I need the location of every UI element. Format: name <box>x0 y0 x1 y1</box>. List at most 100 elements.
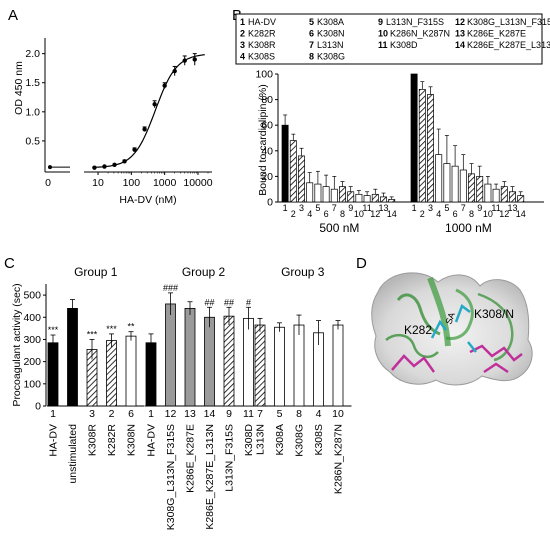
bar-number-label: 6 <box>128 408 134 420</box>
y-tick-label: 2.0 <box>25 48 40 60</box>
bar <box>380 196 387 203</box>
residue-stick <box>467 341 477 353</box>
data-point <box>182 58 187 63</box>
bar-category-label: 1 <box>283 203 288 213</box>
bar-category-label: 10 <box>354 209 364 219</box>
panel-d-label: D <box>356 255 367 272</box>
bar <box>468 173 475 203</box>
group-title: Group 1 <box>74 265 118 279</box>
bar-category-label: 3 <box>428 203 433 213</box>
data-point <box>122 159 127 164</box>
group-label: 1000 nM <box>445 221 492 235</box>
x-tick-label: 1000 <box>153 177 177 189</box>
legend-number: 3 <box>240 40 245 50</box>
bar <box>145 342 157 407</box>
bar-number-label: 1 <box>50 408 56 420</box>
bar <box>435 154 443 203</box>
legend-entry: HA-DV <box>248 17 276 27</box>
data-point <box>102 164 107 169</box>
bar-number-label: 12 <box>165 408 177 420</box>
bar-category-label: 7 <box>461 203 466 213</box>
bar <box>330 188 338 203</box>
bar-category-label: 3 <box>299 203 304 213</box>
y-tick-label: 500 <box>23 290 41 302</box>
data-point <box>192 57 197 62</box>
bar-number-label: 2 <box>109 408 115 420</box>
y-tick-label: 100 <box>23 378 41 390</box>
bar <box>281 124 289 203</box>
legend-entry: K308A <box>317 17 344 27</box>
legend-entry: K286E_K287E <box>467 29 526 39</box>
panel-b-legend: 1 HA-DV 5 K308A 9 L313N_F315S 12 K308G_L313N_F3… <box>240 17 550 62</box>
panel-a-label: A <box>8 7 18 24</box>
bar-category-label: 5 <box>444 203 449 213</box>
significance-mark: *** <box>87 329 98 339</box>
significance-mark: # <box>246 297 251 307</box>
y-tick-label: 200 <box>23 356 41 368</box>
surface-envelope <box>371 272 533 386</box>
bar-name-label: K286N_K287N <box>333 424 345 494</box>
legend-number: 2 <box>240 29 245 39</box>
panel-c-bars: Group 1***1HA-DV unstimulated***3K308R***… <box>48 265 345 530</box>
data-point <box>162 83 167 88</box>
lipid-stick-3 <box>483 362 509 374</box>
loop-ribbon-2 <box>477 292 514 362</box>
bar <box>355 193 363 203</box>
bar <box>67 307 78 407</box>
data-point <box>112 162 117 167</box>
bar-category-label: 8 <box>340 209 345 219</box>
fit-curve-path <box>94 54 205 168</box>
y-tick-label: 1.0 <box>25 106 40 118</box>
y-tick-label: 1.5 <box>25 77 40 89</box>
bar-name-label: HA-DV <box>146 424 158 457</box>
bar <box>289 140 297 203</box>
bar-category-label: 9 <box>348 203 353 213</box>
panel-a-fit-curve <box>52 54 205 168</box>
y-tick-label: 100 <box>255 69 273 81</box>
bar <box>223 315 235 407</box>
bar-category-label: 5 <box>315 203 320 213</box>
legend-number: 12 <box>455 17 465 27</box>
legend-entry: K308G <box>317 52 345 62</box>
bar <box>306 182 314 203</box>
bar <box>476 176 484 203</box>
bar-name-label: K308A <box>274 424 286 456</box>
lipid-stick-2 <box>469 344 523 362</box>
bar <box>427 94 434 203</box>
bar <box>322 186 330 203</box>
bar-name-label: L313N <box>255 424 267 455</box>
helix-ribbon <box>396 293 441 336</box>
panel-c: C Procoagulant activity (sec) 0 100 200 300… <box>4 255 352 530</box>
bar <box>314 183 322 203</box>
bar-category-label: 13 <box>507 203 517 213</box>
bar-name-label: K286E_K287E_L313N <box>204 424 216 530</box>
data-point <box>172 68 177 74</box>
label-sa: SA <box>443 311 457 326</box>
data-point <box>132 147 137 152</box>
bar <box>298 155 305 203</box>
bar-name-label: K308R <box>87 424 99 457</box>
bar <box>106 340 117 407</box>
y-tick-label: 400 <box>23 312 41 324</box>
loop-ribbon-3 <box>385 333 439 359</box>
bar <box>443 163 451 203</box>
bar <box>184 307 196 407</box>
significance-mark: ## <box>204 297 214 307</box>
bar-category-label: 14 <box>516 209 526 219</box>
x-tick-label: 100 <box>123 177 141 189</box>
bar-category-label: 12 <box>370 209 380 219</box>
bar <box>418 89 426 203</box>
y-tick-label: 60 <box>261 120 273 132</box>
bar <box>274 326 285 407</box>
bar-category-label: 7 <box>332 203 337 213</box>
y-tick-label: 0 <box>35 401 41 413</box>
bar-category-label: 14 <box>387 209 397 219</box>
bar <box>339 186 346 203</box>
bar <box>293 324 305 407</box>
bar-number-label: 13 <box>184 408 196 420</box>
legend-entry: K308N <box>317 29 345 39</box>
bar-number-label: 5 <box>277 408 283 420</box>
panel-a-points <box>48 53 197 170</box>
x-tick-label: 0 <box>45 177 51 189</box>
legend-entry: K308G_L313N_F315S <box>467 17 550 27</box>
